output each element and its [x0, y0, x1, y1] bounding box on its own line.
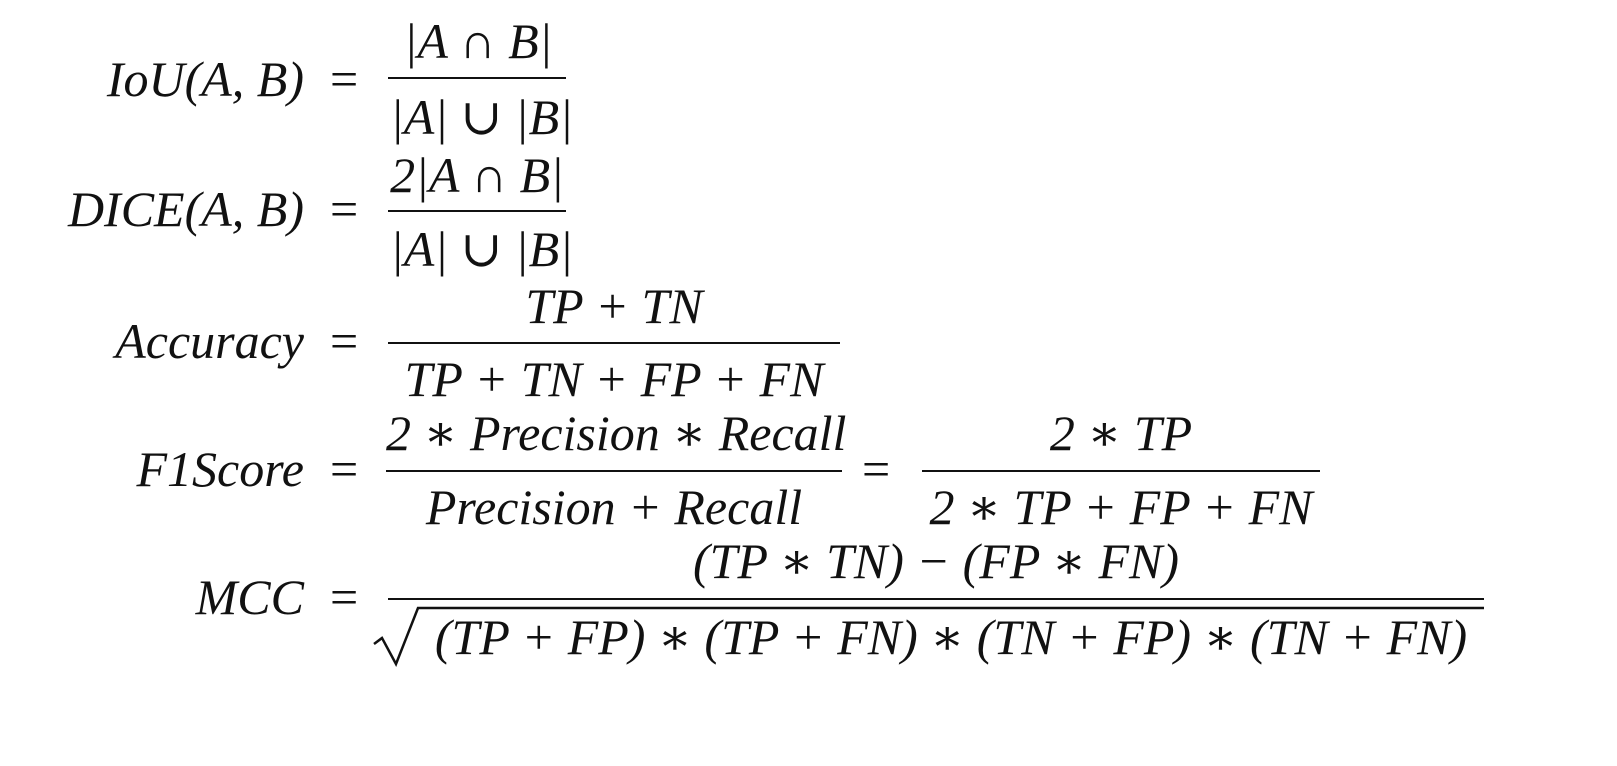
- f1-equals: =: [330, 441, 359, 497]
- iou-equals: =: [330, 51, 359, 107]
- f1-denominator-1: Precision + Recall: [425, 479, 803, 535]
- mcc-equals: =: [330, 569, 359, 625]
- mcc-lhs: MCC: [195, 569, 304, 625]
- mcc-numerator: (TP ∗ TN) − (FP ∗ FN): [693, 533, 1179, 589]
- square-root-icon: [373, 606, 1484, 667]
- f1-numerator-1: 2 ∗ Precision ∗ Recall: [386, 405, 847, 461]
- equation-f1score: F1Score = 2 ∗ Precision ∗ Recall Precisi…: [136, 405, 1320, 535]
- equation-mcc: MCC = (TP ∗ TN) − (FP ∗ FN) (TP + FP) ∗ …: [195, 533, 1484, 667]
- equation-dice: DICE(A, B) = 2|A ∩ B| |A| ∪ |B|: [0, 0, 1617, 300]
- dice-denominator: |A| ∪ |B|: [390, 221, 573, 277]
- dice-equals: =: [330, 181, 359, 237]
- iou-denominator: |A| ∪ |B|: [390, 89, 573, 145]
- iou-numerator: |A ∩ B|: [403, 13, 553, 69]
- dice-lhs: DICE(A, B): [67, 181, 304, 237]
- accuracy-lhs: Accuracy: [115, 313, 304, 369]
- f1-numerator-2: 2 ∗ TP: [1049, 405, 1193, 461]
- iou-fraction-bar: [388, 77, 566, 79]
- dice-numerator: 2|A ∩ B|: [390, 147, 564, 203]
- mcc-denominator: (TP + FP) ∗ (TP + FN) ∗ (TN + FP) ∗ (TN …: [434, 609, 1468, 665]
- equation-iou: IoU(A, B) = |A ∩ B| |A| ∪ |B|: [0, 0, 1617, 160]
- f1-fraction-bar-2: [922, 470, 1320, 472]
- f1-equals-2: =: [862, 441, 891, 497]
- iou-lhs: IoU(A, B): [106, 51, 304, 107]
- accuracy-numerator: TP + TN: [525, 278, 703, 334]
- f1-fraction-bar-1: [386, 470, 842, 472]
- mcc-fraction-bar: [388, 598, 1484, 600]
- accuracy-fraction-bar: [388, 342, 840, 344]
- dice-fraction-bar: [388, 210, 566, 212]
- accuracy-denominator: TP + TN + FP + FN: [404, 351, 824, 407]
- accuracy-equals: =: [330, 313, 359, 369]
- f1-lhs: F1Score: [136, 441, 304, 497]
- equation-accuracy: Accuracy = TP + TN TP + TN + FP + FN: [115, 278, 840, 407]
- f1-denominator-2: 2 ∗ TP + FP + FN: [929, 479, 1313, 535]
